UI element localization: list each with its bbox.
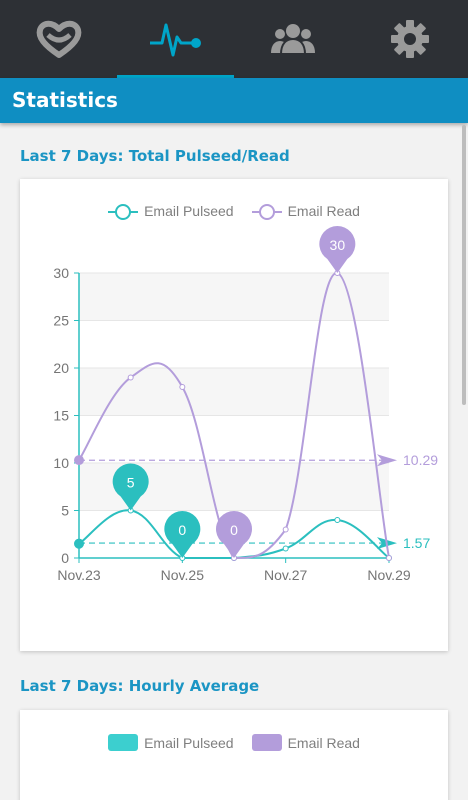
legend-swatch-read bbox=[251, 734, 282, 751]
y-tick-label: 20 bbox=[53, 360, 69, 376]
x-tick-label: Nov.25 bbox=[161, 567, 205, 583]
x-tick-label: Nov.23 bbox=[57, 567, 101, 583]
average-arrow-read bbox=[377, 454, 397, 467]
x-tick-label: Nov.29 bbox=[367, 567, 411, 583]
average-start-pulsed bbox=[74, 538, 84, 548]
tab-links[interactable] bbox=[0, 0, 117, 78]
y-tick-label: 5 bbox=[61, 503, 69, 519]
grid-band bbox=[79, 368, 389, 416]
data-point-pulsed bbox=[282, 545, 289, 552]
tab-statistics[interactable] bbox=[117, 0, 234, 78]
legend-line-pulsed bbox=[108, 204, 139, 220]
legend-item-pulsed[interactable]: Email Pulseed bbox=[108, 203, 234, 220]
legend-line-read bbox=[251, 204, 282, 220]
y-tick-label: 10 bbox=[53, 455, 69, 471]
totals-line-chart: 0 5 10 15 20 25 30 Nov.23 Nov.25 Nov.27 Nov.29 1.57… bbox=[53, 226, 438, 583]
pulse-icon bbox=[149, 23, 201, 57]
totals-chart-card: Email Pulseed Email Read 0 5 10 15 20 25 30 Nov… bbox=[20, 179, 448, 651]
y-tick-label: 0 bbox=[61, 550, 69, 566]
page-header: Statistics bbox=[0, 78, 468, 123]
page-title: Statistics bbox=[12, 88, 118, 112]
pin-marker-pulsed bbox=[112, 463, 149, 511]
x-tick-label: Nov.27 bbox=[264, 567, 308, 583]
gear-icon bbox=[390, 20, 429, 58]
pin-label-read: 0 bbox=[230, 522, 238, 538]
pin-marker-pulsed bbox=[164, 511, 201, 558]
pin-label-pulsed: 5 bbox=[127, 475, 135, 491]
hourly-legend-label-pulsed: Email Pulseed bbox=[144, 734, 234, 751]
top-navigation bbox=[0, 0, 468, 78]
hourly-legend-item-read[interactable]: Email Read bbox=[251, 734, 360, 751]
hourly-chart-card: Email Pulseed Email Read bbox=[20, 710, 448, 800]
pin-label-pulsed: 0 bbox=[178, 522, 186, 538]
tab-settings[interactable] bbox=[351, 0, 468, 78]
chart-legend: Email Pulseed Email Read bbox=[20, 203, 448, 220]
data-point-pulsed bbox=[334, 517, 341, 523]
grid-band bbox=[79, 273, 389, 321]
legend-label-pulsed: Email Pulseed bbox=[144, 203, 234, 219]
data-point-read bbox=[386, 555, 392, 561]
hourly-chart-legend: Email Pulseed Email Read bbox=[20, 734, 448, 751]
scrollbar[interactable] bbox=[462, 125, 466, 405]
data-point-read bbox=[179, 384, 186, 390]
legend-swatch-pulsed bbox=[108, 734, 139, 751]
average-label-read: 10.29 bbox=[403, 452, 438, 468]
legend-item-read[interactable]: Email Read bbox=[251, 203, 360, 220]
section-title-hourly: Last 7 Days: Hourly Average bbox=[20, 677, 260, 695]
y-tick-label: 30 bbox=[53, 265, 69, 281]
average-start-read bbox=[74, 455, 84, 465]
average-label-pulsed: 1.57 bbox=[403, 535, 430, 551]
legend-label-read: Email Read bbox=[287, 203, 360, 219]
tab-contacts[interactable] bbox=[234, 0, 351, 78]
data-point-read bbox=[282, 526, 289, 533]
hourly-legend-label-read: Email Read bbox=[287, 734, 360, 751]
pin-marker-read bbox=[319, 226, 356, 273]
hourly-legend-item-pulsed[interactable]: Email Pulseed bbox=[108, 734, 234, 751]
y-tick-label: 25 bbox=[53, 313, 69, 329]
heart-link-icon bbox=[36, 20, 81, 58]
pin-label-read: 30 bbox=[330, 237, 346, 253]
pin-marker-read bbox=[216, 511, 252, 558]
group-icon bbox=[270, 24, 315, 55]
data-point-read bbox=[127, 374, 134, 381]
y-tick-label: 15 bbox=[53, 408, 69, 424]
series-line-read bbox=[78, 272, 390, 560]
section-title-totals: Last 7 Days: Total Pulseed/Read bbox=[20, 147, 290, 165]
